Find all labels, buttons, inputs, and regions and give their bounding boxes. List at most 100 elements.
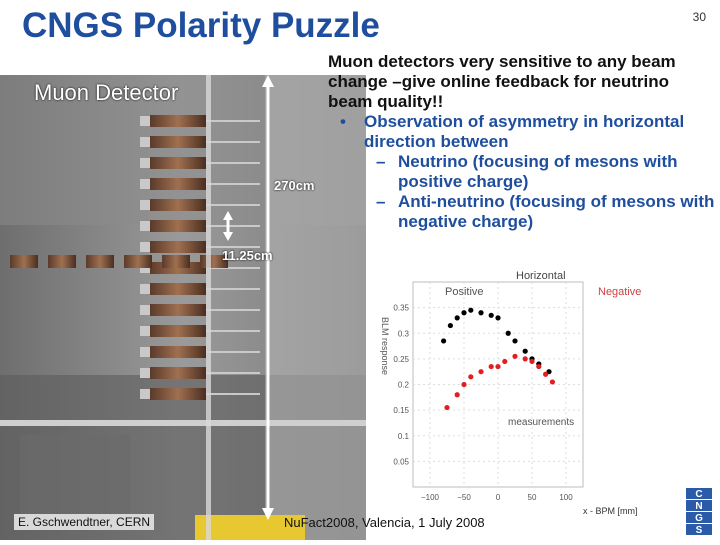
pmt-tube — [150, 325, 206, 337]
pmt-tube — [150, 136, 206, 148]
dash-marker: – — [376, 152, 386, 171]
footer-author: E. Gschwendtner, CERN — [14, 514, 155, 530]
logo-cell — [686, 488, 712, 499]
pmt-cap — [140, 158, 150, 168]
y-tick-label: 0.1 — [398, 432, 410, 441]
positive-data-point — [468, 307, 474, 313]
footer-conference: NuFact2008, Valencia, 1 July 2008 — [284, 515, 485, 530]
x-axis-label: x - BPM [mm] — [583, 506, 638, 516]
logo-letter: G — [695, 513, 703, 524]
negative-data-point — [536, 363, 542, 370]
spacing-dimension-label: 11.25cm — [222, 248, 273, 263]
x-tick-label: 0 — [496, 493, 501, 502]
y-tick-label: 0.05 — [393, 457, 409, 466]
y-axis-label: BLM response — [380, 317, 390, 375]
negative-data-point — [488, 363, 494, 370]
scatter-chart: −100 −50 0 50 100 0.05 0.1 0.15 0.2 0.25 0.3 0.35BL… — [368, 262, 720, 540]
horizontal-asymmetry-plot: −100 −50 0 50 100 0.05 0.1 0.15 0.2 0.25 0.3 0.35 BL… — [368, 262, 720, 540]
x-tick-label: −100 — [421, 493, 440, 502]
muon-detector-photo — [0, 75, 366, 540]
sub-bullet-neutrino-text: Neutrino (focusing of mesons with positi… — [398, 152, 678, 191]
negative-data-point — [529, 358, 535, 365]
pmt-tube — [150, 367, 206, 379]
legend-negative: Negative — [598, 286, 641, 298]
logo-cell — [686, 512, 712, 523]
measurements-annotation: measurements — [508, 417, 574, 428]
legend-positive: Positive — [445, 286, 484, 298]
pmt-tube — [150, 199, 206, 211]
sub-bullet-neutrino: – Neutrino (focusing of mesons with posit… — [328, 152, 716, 192]
negative-data-point — [478, 369, 484, 375]
intro-text: Muon detectors very sensitive to any bea… — [328, 52, 676, 111]
positive-data-point — [495, 315, 501, 321]
pmt-tube — [150, 115, 206, 127]
pmt-cap — [140, 242, 150, 252]
pmt-tube — [124, 255, 152, 268]
y-tick-label: 0.2 — [398, 381, 410, 390]
negative-data-point — [522, 356, 528, 362]
negative-data-point — [512, 353, 518, 359]
pmt-cap — [140, 179, 150, 189]
positive-data-point — [512, 338, 518, 344]
pmt-cap — [140, 137, 150, 147]
pmt-tube — [150, 283, 206, 295]
logo-letter: N — [695, 501, 702, 512]
positive-data-point — [454, 315, 460, 321]
y-tick-label: 0.35 — [393, 304, 409, 313]
pmt-tube — [150, 388, 206, 400]
negative-data-point — [461, 381, 467, 388]
plot-background — [368, 262, 720, 540]
logo-cell — [686, 500, 712, 511]
pmt-cap — [140, 347, 150, 357]
slide-title: CNGS Polarity Puzzle — [22, 6, 380, 45]
y-tick-label: 0.25 — [393, 355, 409, 364]
negative-data-point — [543, 371, 549, 377]
pmt-tube — [150, 241, 206, 253]
x-tick-label: 100 — [559, 493, 573, 502]
positive-data-point — [478, 310, 484, 316]
pmt-tube — [10, 255, 38, 268]
chart-title: Horizontal — [516, 270, 566, 282]
y-tick-label: 0.3 — [398, 329, 410, 338]
logo-cell — [686, 524, 712, 535]
pmt-tube — [86, 255, 114, 268]
positive-data-point — [522, 348, 528, 354]
x-tick-label: 50 — [528, 493, 537, 502]
negative-data-point — [549, 379, 555, 385]
sub-bullet-antineutrino-text: Anti-neutrino (focusing of mesons with n… — [398, 192, 715, 231]
pmt-tube — [48, 255, 76, 268]
negative-data-point — [495, 363, 501, 370]
pmt-tube — [150, 178, 206, 190]
pmt-cap — [140, 221, 150, 231]
pmt-cap — [140, 284, 150, 294]
pmt-tube — [150, 220, 206, 232]
page-number: 30 — [692, 10, 706, 24]
pmt-tube — [150, 304, 206, 316]
positive-data-point — [505, 330, 511, 336]
pmt-tube — [150, 157, 206, 169]
bullet-text: Observation of asymmetry in horizontal d… — [364, 112, 685, 151]
negative-data-point — [468, 374, 474, 380]
height-dimension-label: 270cm — [274, 178, 315, 193]
dash-marker: – — [376, 192, 386, 211]
x-tick-label: −50 — [457, 493, 471, 502]
logo-letter: S — [696, 525, 703, 536]
bullet-marker: • — [340, 112, 346, 131]
pmt-cap — [140, 368, 150, 378]
pmt-tube — [162, 255, 190, 268]
sub-bullet-antineutrino: – Anti-neutrino (focusing of mesons with … — [328, 192, 716, 232]
pmt-cap — [140, 200, 150, 210]
bullet-item: • Observation of asymmetry in horizontal … — [328, 112, 716, 152]
negative-data-point — [502, 358, 508, 365]
positive-data-point — [447, 322, 453, 329]
muon-detector-label: Muon Detector — [34, 80, 179, 105]
pmt-cap — [140, 326, 150, 336]
logo-letter: C — [695, 489, 702, 500]
pmt-tube — [150, 346, 206, 358]
pmt-cap — [140, 116, 150, 126]
positive-data-point — [488, 312, 494, 318]
negative-data-point — [444, 404, 450, 411]
positive-data-point — [441, 338, 447, 344]
negative-data-point — [454, 392, 460, 398]
